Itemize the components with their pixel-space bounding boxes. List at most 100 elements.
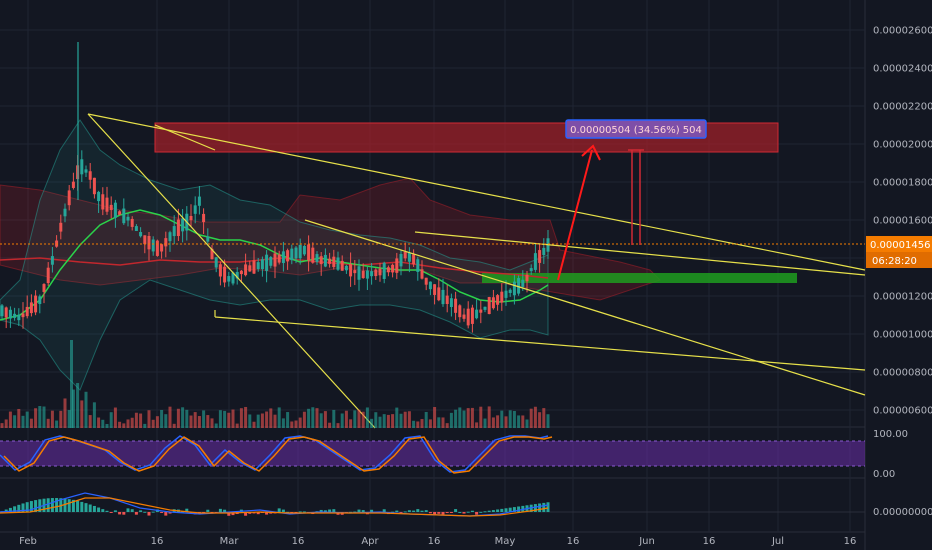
candle-body	[424, 277, 428, 285]
price-tick-label: 0.00002000	[873, 140, 932, 151]
volume-bar	[202, 410, 206, 428]
candle-body	[38, 296, 42, 304]
macd-histogram-bar	[218, 508, 222, 512]
volume-bar	[374, 412, 378, 428]
volume-bar	[235, 423, 239, 428]
macd-histogram-bar	[281, 509, 285, 512]
volume-bar	[437, 417, 441, 428]
candle-body	[370, 271, 374, 277]
candle-body	[525, 274, 529, 282]
volume-bar	[546, 414, 550, 428]
macd-histogram-bar	[88, 504, 92, 512]
time-tick-label: Jul	[771, 536, 784, 547]
candle-body	[101, 194, 105, 210]
volume-bar	[185, 409, 189, 428]
candle-body	[479, 309, 483, 313]
volume-bar	[395, 407, 399, 428]
macd-histogram-bar	[391, 511, 395, 513]
countdown-label-bg	[866, 252, 932, 268]
macd-histogram-bar	[101, 509, 105, 512]
volume-bar	[533, 406, 537, 428]
candle-body	[147, 235, 151, 250]
macd-histogram-bar	[470, 510, 474, 512]
macd-histogram-bar	[412, 510, 416, 512]
volume-bar	[378, 416, 382, 428]
candle-body	[332, 256, 336, 267]
volume-bar	[34, 408, 38, 428]
time-tick-label: Apr	[361, 536, 379, 547]
volume-bar	[269, 408, 273, 428]
volume-bar	[118, 421, 122, 428]
candle-body	[34, 295, 38, 313]
volume-bar	[454, 409, 458, 428]
volume-bar	[70, 340, 73, 428]
candle-body	[378, 268, 382, 276]
macd-histogram-bar	[449, 512, 453, 513]
volume-bar	[59, 410, 63, 428]
candle-body	[206, 236, 210, 242]
candle-body	[420, 269, 424, 279]
stoch-tick-label: 0.00	[873, 469, 895, 480]
volume-bar	[38, 406, 42, 428]
candle-body	[50, 256, 54, 265]
trend-line	[414, 231, 866, 276]
volume-bar	[403, 411, 407, 428]
measure-label-box	[565, 119, 707, 139]
trend-line-hidden	[555, 345, 620, 390]
trend-line	[87, 113, 866, 271]
candle-body	[8, 309, 12, 319]
volume-bar	[470, 407, 474, 428]
macd-signal-line	[0, 497, 549, 517]
candle-body	[403, 251, 407, 259]
measure-label-text: 0.00000504 (34.56%) 504	[570, 125, 702, 136]
candle-body	[538, 250, 542, 263]
macd-histogram-bar	[21, 503, 25, 512]
candle-body	[260, 259, 264, 270]
candle-body	[88, 171, 92, 180]
candle-body	[210, 248, 214, 260]
candle-body	[433, 284, 437, 295]
candle-body	[273, 253, 277, 267]
macd-histogram-bar	[357, 509, 361, 512]
volume-bar	[172, 423, 176, 428]
price-tick-label: 0.00001000	[873, 330, 932, 341]
candle-body	[46, 267, 50, 284]
volume-bar	[126, 419, 130, 428]
macd-histogram-bar	[17, 504, 21, 512]
candle-body	[504, 290, 508, 298]
macd-tick-label: 0.00000000	[873, 507, 932, 518]
volume-bar	[256, 414, 260, 428]
candle-body	[80, 159, 84, 175]
macd-histogram-bar	[25, 502, 29, 512]
macd-histogram-bar	[504, 508, 508, 512]
cloud-area	[0, 177, 661, 301]
candle-body	[365, 270, 369, 279]
time-tick-label: Mar	[220, 536, 240, 547]
volume-bar	[97, 417, 101, 428]
candle-body	[328, 258, 332, 264]
time-tick-label: 16	[567, 536, 580, 547]
macd-histogram-bar	[353, 511, 357, 513]
volume-bar	[76, 383, 80, 428]
volume-bar	[458, 407, 462, 428]
volume-bar	[449, 412, 453, 428]
macd-histogram-bar	[71, 499, 75, 512]
volume-bar	[273, 414, 277, 428]
volume-bar	[92, 402, 96, 428]
macd-histogram-bar	[332, 509, 336, 512]
candle-body	[323, 254, 327, 267]
volume-bar	[315, 408, 319, 428]
candle-body	[521, 279, 525, 287]
volume-bar	[218, 410, 222, 428]
volume-bar	[239, 408, 243, 428]
macd-histogram-bar	[113, 510, 117, 512]
volume-bar	[223, 410, 227, 428]
candle-body	[491, 297, 495, 309]
candle-body	[139, 232, 143, 237]
volume-bar	[353, 410, 357, 428]
volume-bar	[29, 418, 33, 428]
trend-line	[304, 219, 866, 396]
volume-bar	[181, 407, 185, 428]
macd-histogram-bar	[223, 509, 227, 512]
